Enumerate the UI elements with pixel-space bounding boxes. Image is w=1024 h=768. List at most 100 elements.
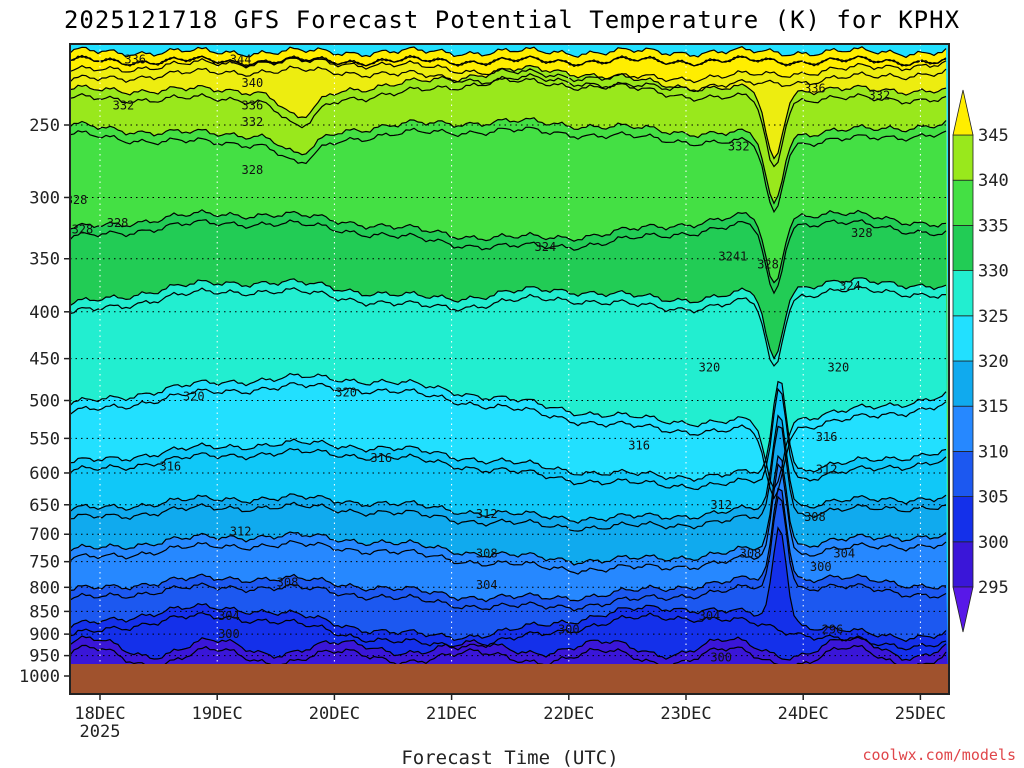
contour-296 bbox=[70, 635, 947, 662]
chart-title: 2025121718 GFS Forecast Potential Temper… bbox=[64, 6, 960, 34]
contour-label: 336 bbox=[124, 52, 146, 66]
plot-area: 336 344 340 336 332 332 336 332 332 328 328 328 328 3… bbox=[70, 44, 949, 694]
colorbar-box bbox=[952, 541, 974, 588]
colorbar-box bbox=[952, 405, 974, 452]
contour-label: 308 bbox=[740, 547, 762, 561]
contour-308 bbox=[70, 454, 947, 566]
colorbar-label: 310 bbox=[978, 442, 1009, 462]
y-tick-label: 950 bbox=[29, 647, 60, 667]
contour-label: 312 bbox=[230, 524, 252, 538]
colorbar-box bbox=[952, 496, 974, 543]
colorbar-under-arrow bbox=[952, 586, 974, 633]
contour-label: 332 bbox=[242, 115, 264, 129]
contour-label: 304 bbox=[833, 547, 855, 561]
x-axis-label: Forecast Time (UTC) bbox=[401, 747, 618, 768]
colorbar-box bbox=[952, 315, 974, 362]
contour-310 bbox=[70, 425, 947, 532]
contour-334 bbox=[70, 73, 947, 168]
contour-label: 308 bbox=[277, 575, 299, 589]
contour-300 bbox=[70, 526, 947, 643]
colorbar-label: 305 bbox=[978, 488, 1009, 508]
contour-label: 336 bbox=[242, 98, 264, 112]
contour-340 bbox=[70, 57, 947, 84]
contour-306 bbox=[70, 462, 947, 575]
contour-label: 336 bbox=[804, 81, 826, 95]
y-tick-label: 850 bbox=[29, 602, 60, 622]
contour-304 bbox=[70, 487, 947, 603]
colorbar-label: 325 bbox=[978, 307, 1009, 327]
y-tick-label: 1000 bbox=[19, 667, 60, 687]
contour-label: 332 bbox=[113, 98, 135, 112]
contour-label: 3241 bbox=[718, 249, 747, 263]
contour-label: 332 bbox=[728, 140, 750, 154]
x-tick-label: 25DEC bbox=[895, 704, 946, 724]
colorbar-over-arrow bbox=[952, 89, 974, 136]
y-tick-label: 650 bbox=[29, 496, 60, 516]
contour-label: 328 bbox=[72, 222, 94, 236]
y-tick-label: 250 bbox=[29, 116, 60, 136]
contour-330 bbox=[70, 126, 947, 214]
contour-label: 324 bbox=[535, 240, 557, 254]
y-tick-label: 750 bbox=[29, 553, 60, 573]
contour-label: 324 bbox=[839, 279, 861, 293]
contour-316 bbox=[70, 380, 947, 483]
contour-label: 340 bbox=[242, 76, 264, 90]
y-tick-label: 300 bbox=[29, 188, 60, 208]
colorbar-label: 340 bbox=[978, 171, 1009, 191]
x-tick-label: 24DEC bbox=[778, 704, 829, 724]
contour-label: 312 bbox=[710, 498, 732, 512]
colorbar-box bbox=[952, 134, 974, 181]
contour-label: 328 bbox=[107, 216, 129, 230]
y-tick-label: 550 bbox=[29, 429, 60, 449]
contour-label: 328 bbox=[757, 257, 779, 271]
colorbar-label: 300 bbox=[978, 533, 1009, 553]
y-tick-label: 400 bbox=[29, 303, 60, 323]
contour-294 bbox=[70, 644, 947, 671]
x-tick-label: 20DEC bbox=[309, 704, 360, 724]
contour-label: 316 bbox=[159, 459, 181, 473]
contour-label: 304 bbox=[218, 609, 240, 623]
contour-332 bbox=[70, 117, 947, 205]
contour-324 bbox=[70, 277, 947, 360]
contour-322 bbox=[70, 284, 946, 367]
colorbar-box bbox=[952, 360, 974, 407]
contour-314 bbox=[70, 387, 947, 491]
colorbar-label: 320 bbox=[978, 352, 1009, 372]
contour-label: 300 bbox=[558, 623, 580, 637]
contour-label: 328 bbox=[851, 226, 873, 240]
contour-label: 304 bbox=[476, 578, 498, 592]
contour-344 bbox=[70, 46, 947, 59]
contour-label: 328 bbox=[242, 163, 264, 177]
contour-318 bbox=[70, 382, 947, 500]
colorbar-label: 295 bbox=[978, 578, 1009, 598]
contour-label: 304 bbox=[699, 609, 721, 623]
plot-frame bbox=[69, 43, 950, 695]
contour-label: 300 bbox=[810, 560, 832, 574]
contour-label: 296 bbox=[822, 623, 844, 637]
contour-label: 300 bbox=[218, 627, 240, 641]
contour-label: 320 bbox=[183, 390, 205, 404]
y-tick-label: 350 bbox=[29, 250, 60, 270]
contour-label: 316 bbox=[628, 439, 650, 453]
y-axis: 250 300 350 400 450 500 550 600 650 700 750 800 850 9… bbox=[19, 116, 70, 687]
contour-label: 312 bbox=[476, 507, 498, 521]
contour-label: 308 bbox=[804, 510, 826, 524]
contour-lines bbox=[70, 46, 947, 671]
ground-fill bbox=[70, 664, 949, 694]
contour-336 bbox=[70, 64, 947, 160]
contour-338 bbox=[70, 65, 947, 93]
colorbar-label: 315 bbox=[978, 397, 1009, 417]
y-tick-label: 500 bbox=[29, 392, 60, 412]
contour-label: 316 bbox=[816, 430, 838, 444]
y-tick-label: 700 bbox=[29, 525, 60, 545]
contour-326 bbox=[70, 219, 947, 295]
colorbar-box bbox=[952, 179, 974, 226]
colorbar-box bbox=[952, 270, 974, 317]
contour-label: 316 bbox=[370, 451, 392, 465]
contour-320 bbox=[70, 372, 947, 490]
grid-lines bbox=[70, 44, 949, 694]
contour-label: 312 bbox=[816, 463, 838, 477]
contour-label: 300 bbox=[710, 651, 732, 665]
x-axis: 18DEC 19DEC 20DEC 21DEC 22DEC 23DEC 24DEC 25DEC… bbox=[74, 694, 946, 742]
